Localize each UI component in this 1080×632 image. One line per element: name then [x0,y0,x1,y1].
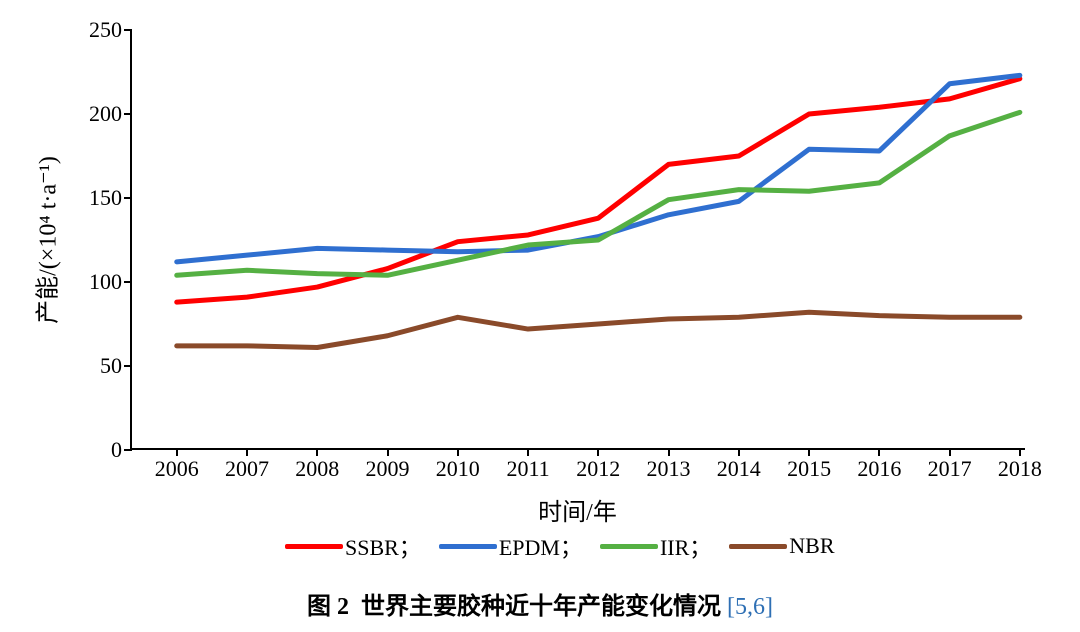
legend-label: NBR [789,533,834,559]
y-tick-mark [124,365,132,367]
caption-text: 世界主要胶种近十年产能变化情况 [361,594,721,620]
x-tick-mark [949,448,951,456]
legend-item: IIR； [600,530,711,562]
y-axis-title: 产能/(×10⁴ t·a⁻¹) [28,156,63,324]
y-tick-mark [124,197,132,199]
legend-item: EPDM； [439,530,582,562]
legend-label: SSBR； [345,530,421,562]
caption-reference: [5,6] [727,594,773,620]
x-tick-mark [738,448,740,456]
caption-prefix: 图 2 [307,594,349,620]
x-tick-mark [1019,448,1021,456]
legend-swatch [600,544,658,549]
legend-label: IIR； [660,530,711,562]
x-tick-mark [878,448,880,456]
x-tick-mark [176,448,178,456]
legend-swatch [729,544,787,549]
series-lines [132,30,1027,450]
x-tick-mark [597,448,599,456]
series-line [177,312,1020,347]
y-tick-mark [124,449,132,451]
legend-swatch [439,544,497,549]
x-tick-mark [527,448,529,456]
y-tick-mark [124,113,132,115]
x-tick-mark [316,448,318,456]
legend: SSBR； EPDM； IIR； NBR [285,530,835,562]
x-tick-mark [808,448,810,456]
chart-container: 0501001502002502006200720082009201020112… [0,0,1080,632]
x-tick-mark [387,448,389,456]
plot-area: 0501001502002502006200720082009201020112… [130,30,1025,450]
x-axis-title: 时间/年 [538,492,617,527]
y-tick-mark [124,281,132,283]
series-line [177,79,1020,302]
y-tick-mark [124,29,132,31]
legend-item: SSBR； [285,530,421,562]
legend-label: EPDM； [499,530,582,562]
x-tick-mark [457,448,459,456]
x-tick-mark [246,448,248,456]
x-tick-mark [668,448,670,456]
legend-item: NBR [729,533,834,559]
legend-swatch [285,544,343,549]
figure-caption: 图 2 世界主要胶种近十年产能变化情况 [5,6] [0,586,1080,621]
